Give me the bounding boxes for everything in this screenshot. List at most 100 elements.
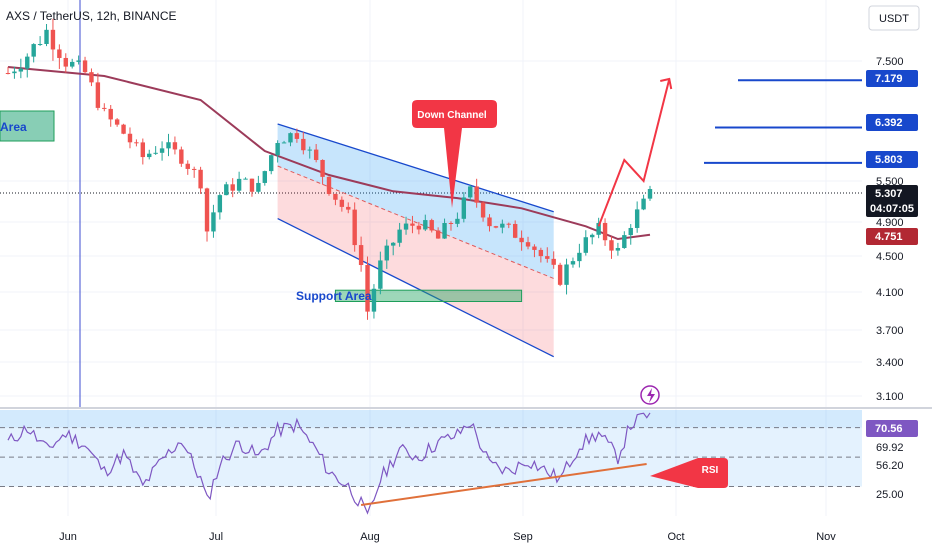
candle-body [391,242,396,246]
candle-body [628,227,633,236]
y-tick-label: 4.100 [876,287,904,299]
x-tick-label: Aug [360,531,380,543]
candle-body [57,49,62,58]
support-area-label: Support Area [296,289,372,303]
candle-body [249,178,255,192]
candle-body [551,258,556,265]
candle-body [114,119,120,125]
candle-body [50,29,56,50]
candle-body [140,142,146,158]
channel-upper-line [277,123,554,213]
candle-body [557,264,563,285]
candle-body [31,44,36,57]
candle-body [134,142,139,144]
x-tick-label: Oct [667,531,684,543]
candle-body [25,56,30,69]
rsi-value-tag-label: 70.56 [875,423,903,435]
channel-lower-line [277,218,554,358]
candle-body [519,237,524,243]
down-channel [0,110,554,358]
candle-body [217,195,223,213]
rsi-label: RSI [702,465,719,476]
candle-body [18,68,24,72]
x-tick-label: Nov [816,531,836,543]
candle-body [480,202,486,218]
candle-body [326,176,332,194]
x-tick-label: Jun [59,531,77,543]
candle-body [82,60,88,73]
candle-body [397,229,402,243]
candle-body [256,182,261,192]
price-tag [866,114,918,131]
candle-body [596,222,601,235]
candle-body [590,234,595,238]
rsi-tick-label: 69.92 [876,442,904,454]
price-tag-label: 5.803 [875,154,903,166]
left-area-box [0,110,55,142]
down-channel-callout [412,100,497,208]
y-tick-label: 7.500 [876,56,904,68]
candle-body [609,240,614,251]
candle-body [545,256,550,259]
candle-body [44,29,49,45]
candle-body [403,223,409,230]
candle-body [512,223,518,238]
candle-body [12,71,17,74]
candle-body [333,193,338,200]
candle-body [294,133,300,139]
annotations: Down Channel Support Area Area [0,100,660,405]
price-tag-label: 5.307 [875,188,903,200]
candle-body [313,149,319,160]
candle-body [95,82,101,108]
candle-body [622,235,627,248]
x-tick-label: Sep [513,531,533,543]
candle-body [423,220,428,230]
price-tag [866,228,918,245]
price-tag [866,151,918,168]
candle-body [346,206,351,210]
y-tick-label: 3.100 [876,391,904,403]
price-tag-label: 6.392 [875,117,903,129]
currency-box[interactable]: USDT [868,5,920,31]
price-tags: 7.179 6.392 5.803 5.307 4.751 04:07:05 70.56 [866,70,918,437]
candle-body [5,73,11,74]
candle-body [538,249,544,257]
channel-lower-fill [277,166,554,357]
candle-body [121,124,126,134]
y-tick-label: 4.900 [876,217,904,229]
candle-body [647,189,653,199]
candle-body [179,149,184,164]
candle-body [532,246,537,250]
candle-body [448,223,454,225]
candle-body [371,288,377,312]
candle-body [320,159,325,177]
price-tag-label: 7.179 [875,73,903,85]
candle-body [166,142,171,149]
candle-body [577,252,582,262]
rsi-callout [650,458,728,488]
rsi-panel: RSI [0,410,862,515]
down-channel-label: Down Channel [417,110,487,121]
candle-body [301,138,306,151]
candle-body [461,197,467,219]
candle-body [224,184,229,196]
candle-body [583,237,588,253]
candle-countdown: 04:07:05 [870,203,914,215]
candle-body [564,264,569,285]
rsi-value-tag [866,420,918,437]
candle-body [269,155,274,172]
currency-label: USDT [879,13,909,25]
candle-body [108,108,113,120]
lightning-icon-glyph [647,388,655,403]
candle-body [378,260,383,289]
candle-body [429,220,434,231]
candle-body [275,143,280,156]
candle-body [76,60,81,62]
lightning-icon [640,385,660,405]
candle-body [70,61,75,67]
candle-body [230,184,235,191]
rsi-tick-label: 25.00 [876,489,904,501]
candle-body [288,133,293,143]
candle-body [281,142,287,144]
